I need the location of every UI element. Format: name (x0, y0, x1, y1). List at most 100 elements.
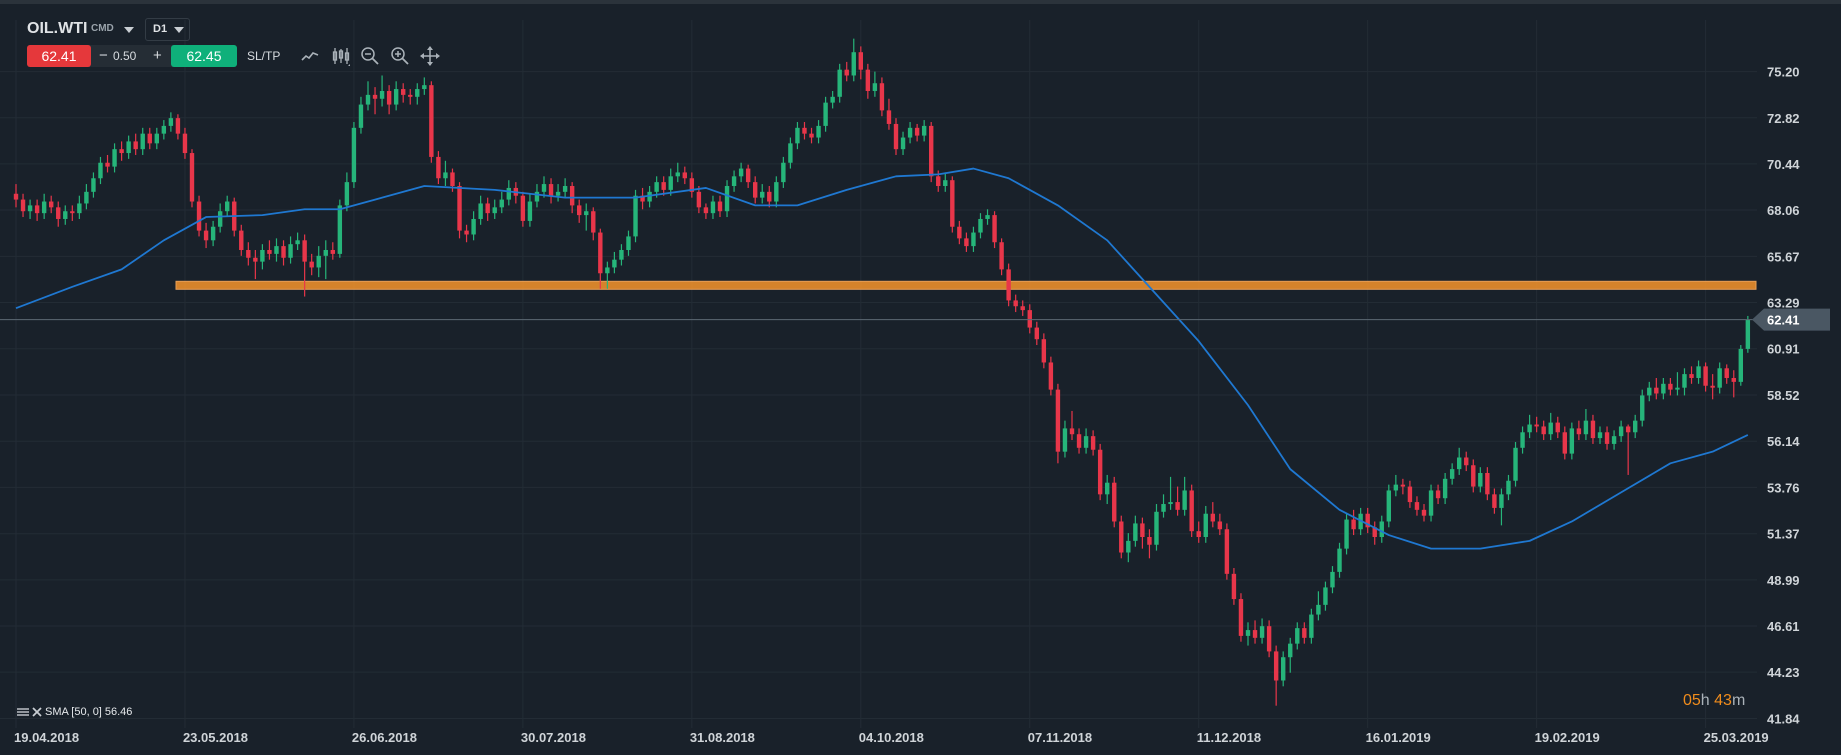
candle (668, 168, 673, 196)
candle-body (295, 240, 300, 245)
candle (232, 197, 237, 237)
candle-body (450, 172, 455, 187)
zoom-out-icon[interactable] (360, 46, 380, 66)
sell-button[interactable]: 62.41 (27, 45, 91, 67)
candle (506, 180, 511, 206)
time-tick-label: 31.08.2018 (690, 730, 755, 745)
candle-body (1119, 521, 1124, 553)
candle (365, 81, 371, 111)
zoom-in-icon[interactable] (390, 46, 410, 66)
candle (288, 236, 293, 264)
candle (1745, 315, 1751, 353)
candle (1337, 542, 1342, 578)
decrease-volume-button[interactable]: − (99, 47, 108, 64)
candle-body (41, 201, 47, 214)
line-chart-icon[interactable] (300, 46, 320, 66)
price-tick-label: 72.82 (1767, 111, 1800, 126)
candle (1323, 581, 1328, 611)
candle (1534, 416, 1539, 433)
candle-body (1316, 604, 1321, 615)
candle-body (408, 94, 413, 97)
candle (1034, 321, 1039, 346)
candle-body (745, 168, 751, 183)
candle-body (1238, 599, 1244, 636)
candle-body (161, 125, 167, 134)
candle (1224, 523, 1230, 580)
buy-button[interactable]: 62.45 (171, 45, 237, 67)
candle (886, 98, 892, 130)
candle-body (210, 226, 216, 241)
candle (1386, 484, 1391, 528)
candle-body (485, 203, 490, 214)
candle (1330, 566, 1335, 594)
price-tick-label: 60.91 (1767, 342, 1800, 357)
candle-body (1133, 523, 1138, 541)
candle-body (1506, 480, 1511, 495)
candle-body (492, 207, 497, 214)
candle (562, 178, 568, 198)
candle-body (541, 184, 547, 192)
candle (703, 203, 709, 219)
candle-body (274, 246, 279, 254)
candle-body (562, 186, 568, 192)
candle-body (971, 232, 976, 247)
candle-body (985, 215, 990, 219)
chevron-down-icon[interactable] (124, 27, 134, 33)
candle-body (555, 191, 561, 196)
candle (1499, 488, 1504, 526)
candle (802, 122, 807, 140)
candle-body (760, 191, 765, 198)
price-tick-label: 48.99 (1767, 573, 1800, 588)
timeframe-select[interactable]: D1 (145, 18, 190, 41)
move-icon[interactable] (420, 46, 440, 66)
candle (168, 112, 174, 132)
candle (1076, 428, 1082, 454)
candle-body (978, 218, 983, 233)
candle (1724, 364, 1729, 384)
candle (182, 127, 188, 159)
candle (1006, 263, 1011, 307)
candle-body (1654, 387, 1659, 394)
candle (1428, 484, 1434, 522)
sl-tp-button[interactable]: SL/TP (247, 49, 281, 63)
volume-value[interactable]: 0.50 (113, 49, 137, 63)
candle-body (372, 94, 378, 99)
candle (1281, 651, 1286, 687)
candle-body (147, 133, 152, 144)
candle-body (1583, 420, 1589, 435)
candle (1372, 521, 1377, 545)
symbol-name[interactable]: OIL.WTI (27, 20, 88, 37)
candle-body (379, 90, 385, 99)
candle-body (886, 110, 892, 124)
candle (239, 224, 244, 256)
candle-body (84, 191, 89, 204)
indicator-name: SMA [50, 0] (45, 706, 102, 718)
candle-body (802, 127, 807, 134)
increase-volume-button[interactable]: + (153, 47, 162, 64)
candle-body (337, 205, 343, 254)
candle (682, 166, 687, 185)
candle (738, 162, 744, 183)
indicator-legend: SMA [50, 0] 56.46 (17, 706, 132, 718)
candle (584, 203, 589, 231)
candle (745, 164, 751, 188)
candle (1520, 426, 1525, 454)
candle-body (77, 203, 82, 214)
candle (1266, 620, 1272, 658)
candlestick-icon[interactable] (331, 46, 351, 66)
candle (774, 176, 779, 208)
candle-body (126, 141, 131, 154)
candle (1513, 441, 1518, 487)
candle-body (499, 199, 504, 208)
close-icon[interactable] (32, 707, 42, 717)
candle-body (1013, 300, 1018, 307)
candle-body (753, 182, 758, 198)
candle (27, 199, 33, 219)
candle-body (964, 238, 969, 247)
candle (1295, 622, 1300, 650)
candle (900, 131, 906, 155)
candle-body (1738, 348, 1743, 382)
candle (1288, 637, 1293, 673)
settings-list-icon[interactable] (17, 707, 29, 717)
